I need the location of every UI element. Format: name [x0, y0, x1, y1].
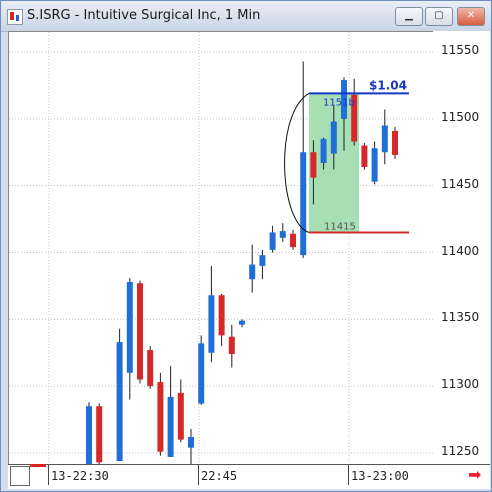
candle-down	[147, 350, 154, 387]
x-tick-label: 22:45	[201, 469, 238, 483]
scroll-position-indicator	[30, 464, 46, 467]
chart-plot-area[interactable]: 1151b 11415 $1.04	[8, 31, 433, 480]
x-tick	[198, 465, 199, 485]
candle-down	[310, 152, 317, 178]
candle-down	[137, 283, 143, 380]
zone-bottom-price-label: 11415	[324, 221, 356, 232]
candle-up	[269, 232, 276, 250]
chart-app-icon[interactable]	[7, 9, 23, 25]
maximize-button[interactable]: ▢	[425, 7, 453, 26]
price-axis[interactable]: 11250 11300 11350 11400 11450 11500 11550	[433, 31, 490, 464]
candle-up	[371, 148, 378, 182]
hand-drawn-bracket	[284, 93, 310, 233]
x-tick-label: 13-23:00	[351, 469, 409, 483]
time-axis[interactable]: 13-22:30 22:45 13-23:00	[8, 464, 490, 489]
candle-up	[300, 152, 307, 256]
candle-down	[290, 233, 296, 248]
candle-down	[392, 130, 398, 155]
candle-up	[341, 80, 347, 119]
x-tick-label: 13-22:30	[51, 469, 109, 483]
y-tick-label: 11500	[441, 109, 480, 124]
candle-up	[249, 264, 256, 280]
window-title: S.ISRG - Intuitive Surgical Inc, 1 Min	[27, 8, 261, 23]
price-change-label: $1.04	[369, 78, 407, 92]
candle-up	[330, 121, 337, 154]
candlestick-chart[interactable]: 1151b 11415 $1.04	[9, 32, 433, 480]
candle-up	[86, 406, 92, 480]
x-tick	[48, 465, 49, 485]
y-tick-label: 11550	[441, 43, 480, 57]
candle-up	[259, 255, 266, 266]
red-arrow-right-icon[interactable]: ➡	[468, 465, 482, 484]
candle-up	[279, 231, 286, 238]
candle-up	[208, 295, 215, 353]
y-tick-label: 11350	[441, 310, 480, 325]
candle-down	[361, 145, 368, 167]
candle-down	[351, 94, 358, 142]
candle-up	[188, 436, 194, 448]
zone-top-price-label: 1151b	[323, 97, 355, 108]
x-tick	[348, 465, 349, 485]
candle-up	[126, 281, 133, 373]
y-tick-label: 11450	[441, 176, 480, 191]
candle-down	[228, 336, 235, 355]
candle-up	[198, 343, 205, 404]
candle-up	[167, 396, 174, 458]
minimize-button[interactable]: ▁	[395, 7, 423, 26]
candle-up	[116, 342, 123, 462]
y-tick-label: 11250	[441, 444, 480, 458]
candle-down	[218, 295, 225, 336]
candle-down	[96, 406, 103, 463]
candle-up	[320, 138, 327, 163]
scroll-left-box[interactable]	[10, 466, 30, 486]
y-tick-label: 11400	[441, 243, 480, 258]
y-tick-label: 11300	[441, 377, 480, 392]
close-button[interactable]: ✕	[457, 7, 485, 26]
candle-down	[177, 392, 184, 440]
title-bar[interactable]: S.ISRG - Intuitive Surgical Inc, 1 Min ▁…	[1, 1, 491, 32]
candle-down	[157, 382, 164, 452]
candle-up	[381, 125, 388, 153]
candle-up	[239, 320, 245, 325]
